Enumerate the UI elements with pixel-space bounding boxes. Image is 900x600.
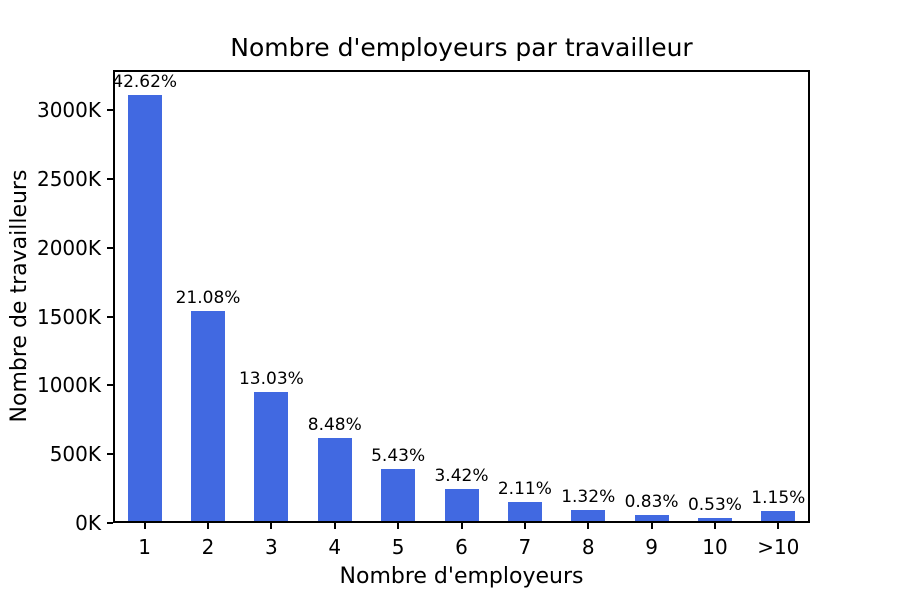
bar-8 (571, 509, 606, 523)
x-tick-label: 6 (455, 535, 468, 559)
bar-value-label: 1.15% (751, 488, 806, 509)
bar-3 (254, 392, 289, 523)
y-tick-mark (107, 109, 113, 112)
x-tick-label: 10 (702, 535, 728, 559)
x-tick-mark (143, 523, 146, 529)
y-tick-label: 1500K (36, 304, 101, 329)
y-tick-label: 2000K (36, 235, 101, 260)
x-tick-mark (397, 523, 400, 529)
bar-value-label: 13.03% (238, 369, 304, 390)
plot-area: 42.62% 21.08% 13.03% 8.48% 5.43% 3.42% 2.11% 1.… (112, 70, 810, 523)
y-tick-mark (107, 453, 113, 456)
y-tick-mark (107, 384, 113, 387)
x-tick-label: >10 (757, 535, 800, 559)
y-tick-label: 3000K (36, 98, 101, 123)
y-tick-label: 2500K (36, 166, 101, 191)
bar-6 (444, 488, 479, 523)
bar-9 (634, 514, 669, 523)
y-tick-label: 1000K (36, 373, 101, 398)
x-tick-mark (270, 523, 273, 529)
x-tick-mark (207, 523, 210, 529)
x-tick-label: 4 (328, 535, 342, 559)
bar-4 (317, 437, 352, 523)
bar-value-label: 0.53% (687, 494, 742, 515)
x-tick-label: 8 (581, 535, 595, 559)
bar-5 (381, 468, 416, 523)
x-tick-mark (777, 523, 780, 529)
y-tick-mark (107, 177, 113, 180)
chart-title: Nombre d'employeurs par travailleur (230, 33, 693, 62)
x-tick-label: 2 (201, 535, 215, 559)
bar-value-label: 42.62% (112, 71, 178, 92)
bar-value-label: 2.11% (497, 478, 552, 499)
bar-value-label: 5.43% (371, 445, 426, 466)
bar-value-label: 0.83% (624, 491, 679, 512)
y-tick-label: 500K (49, 442, 101, 467)
x-tick-label: 1 (138, 535, 152, 559)
x-tick-label: 9 (645, 535, 658, 559)
x-tick-mark (650, 523, 653, 529)
bar-value-label: 3.42% (434, 465, 489, 486)
bar-2 (191, 311, 226, 523)
bar-value-label: 8.48% (307, 414, 362, 435)
bar-10 (697, 517, 732, 523)
bar->10 (761, 511, 796, 523)
bar-7 (507, 501, 542, 523)
x-tick-mark (460, 523, 463, 529)
y-tick-mark (107, 246, 113, 249)
x-axis-label: Nombre d'employeurs (339, 564, 584, 589)
y-tick-label: 0K (75, 511, 101, 535)
bar-value-label: 21.08% (175, 288, 241, 309)
x-tick-mark (523, 523, 526, 529)
x-tick-label: 5 (391, 535, 405, 559)
x-tick-mark (713, 523, 716, 529)
y-tick-mark (107, 522, 113, 524)
bar-value-label: 1.32% (561, 486, 616, 507)
x-tick-mark (587, 523, 590, 529)
x-tick-mark (333, 523, 336, 529)
x-tick-label: 3 (265, 535, 278, 559)
bar-1 (127, 94, 162, 523)
x-tick-label: 7 (518, 535, 532, 559)
y-tick-mark (107, 315, 113, 318)
